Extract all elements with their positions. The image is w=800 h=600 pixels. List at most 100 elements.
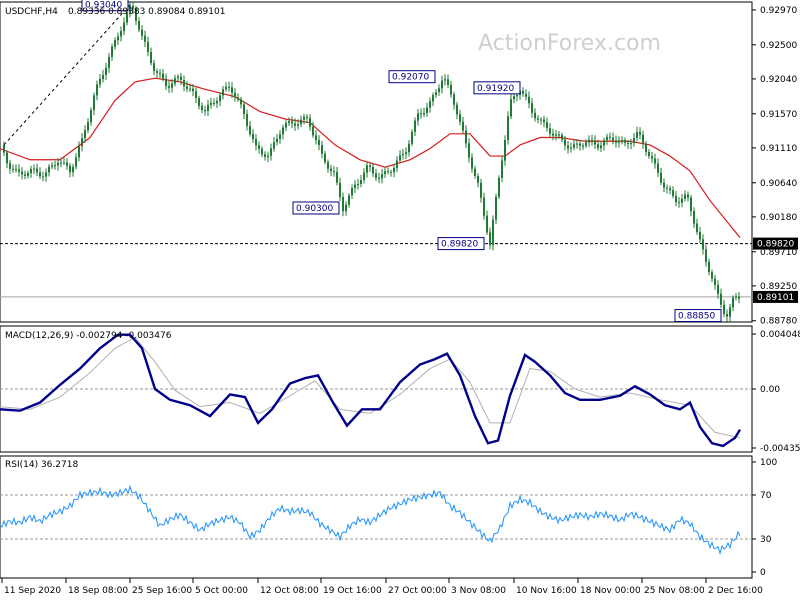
- candle-body: [54, 165, 56, 167]
- candle-body: [663, 182, 665, 188]
- candle-body: [96, 84, 98, 96]
- x-tick-label: 19 Oct 16:00: [323, 586, 382, 596]
- candle-body: [69, 165, 71, 173]
- candle-body: [57, 162, 59, 166]
- price-tick-label: 0.91110: [760, 144, 797, 154]
- candle-body: [336, 172, 338, 183]
- candle-body: [207, 104, 209, 111]
- candle-body: [312, 126, 314, 136]
- price-level-tag: [753, 237, 798, 250]
- candle-body: [9, 163, 11, 169]
- callout-label: 0.91920: [477, 84, 514, 94]
- candle-body: [288, 121, 290, 123]
- price-tick-label: 0.92500: [760, 41, 797, 51]
- candle-body: [738, 296, 740, 299]
- callout-box: [292, 201, 340, 215]
- callout-box: [388, 70, 436, 84]
- candle-body: [534, 112, 536, 119]
- candle-body: [477, 175, 479, 183]
- price-tick-label: 0.88780: [760, 317, 797, 327]
- candle-body: [168, 86, 170, 88]
- callout-label: 0.88850: [678, 312, 715, 322]
- macd-tick-label: 0.004048: [760, 330, 800, 340]
- candle-body: [384, 171, 386, 174]
- candle-body: [579, 143, 581, 146]
- candle-body: [279, 134, 281, 139]
- candle-body: [498, 177, 500, 197]
- candle-body: [354, 184, 356, 188]
- candle-body: [18, 169, 20, 172]
- candle-body: [597, 144, 599, 149]
- candle-body: [693, 211, 695, 224]
- candle-body: [471, 157, 473, 169]
- candle-body: [6, 152, 8, 164]
- candle-body: [456, 104, 458, 115]
- candle-body: [306, 116, 308, 118]
- candle-body: [630, 143, 632, 145]
- candle-body: [159, 72, 161, 74]
- candle-body: [45, 172, 47, 177]
- candle-body: [282, 127, 284, 135]
- candle-body: [12, 168, 14, 170]
- candle-body: [705, 249, 707, 262]
- candle-body: [600, 145, 602, 149]
- candle-body: [486, 215, 488, 233]
- rsi-tick-label: 100: [760, 458, 777, 468]
- candle-body: [201, 105, 203, 111]
- candle-body: [48, 166, 50, 173]
- candle-body: [330, 168, 332, 172]
- price-tick-label: 0.92040: [760, 75, 797, 85]
- candle-body: [270, 148, 272, 156]
- candle-body: [522, 90, 524, 94]
- candle-body: [528, 96, 530, 104]
- x-tick-label: 5 Oct 00:00: [195, 586, 248, 596]
- candle-body: [387, 171, 389, 173]
- candle-body: [717, 284, 719, 294]
- candle-body: [474, 168, 476, 176]
- candle-body: [51, 165, 53, 167]
- candle-body: [732, 297, 734, 308]
- candle-body: [258, 145, 260, 149]
- candle-body: [405, 152, 407, 155]
- price-tick-label: 0.89710: [760, 248, 797, 258]
- candle-body: [33, 168, 35, 170]
- candle-body: [153, 63, 155, 72]
- candle-body: [504, 140, 506, 161]
- callout-box: [473, 81, 521, 95]
- candle-body: [561, 134, 563, 140]
- ma-line: [0, 77, 741, 239]
- candle-body: [21, 171, 23, 175]
- candle-body: [666, 187, 668, 189]
- candle-body: [309, 117, 311, 127]
- price-tick-label: 0.89250: [760, 282, 797, 292]
- candle-body: [174, 78, 176, 84]
- candle-body: [120, 31, 122, 37]
- candle-body: [3, 144, 5, 153]
- candle-body: [108, 56, 110, 68]
- candle-body: [192, 88, 194, 92]
- candle-body: [237, 97, 239, 100]
- candle-body: [714, 278, 716, 285]
- candle-body: [399, 155, 401, 161]
- candle-body: [225, 86, 227, 90]
- price-tick-label: 0.91570: [760, 110, 797, 120]
- candle-body: [318, 140, 320, 146]
- candle-body: [156, 71, 158, 73]
- candle-body: [654, 158, 656, 164]
- candle-body: [267, 155, 269, 157]
- candle-body: [321, 145, 323, 154]
- candle-body: [453, 94, 455, 105]
- candle-body: [432, 95, 434, 102]
- candle-body: [219, 95, 221, 102]
- candle-body: [633, 138, 635, 144]
- candle-body: [372, 166, 374, 174]
- candle-body: [648, 151, 650, 157]
- macd-indicator: 0.004048 0.00 -0.004351: [0, 330, 800, 454]
- candle-body: [126, 12, 128, 23]
- candle-body: [195, 91, 197, 99]
- candle-body: [261, 148, 263, 155]
- candle-body: [60, 162, 62, 164]
- candle-body: [333, 171, 335, 173]
- candle-body: [696, 223, 698, 232]
